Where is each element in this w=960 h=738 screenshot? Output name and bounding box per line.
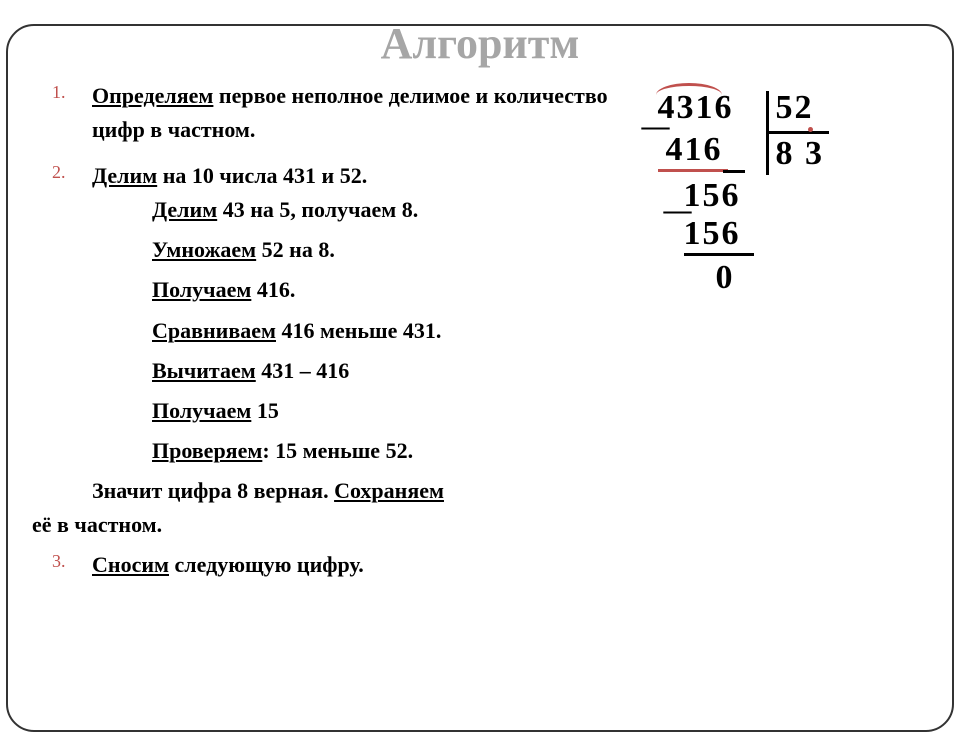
step-1: Определяем первое неполное делимое и кол… (74, 79, 628, 147)
step-2: Делим на 10 числа 431 и 52. Делим 43 на … (74, 159, 628, 542)
step1-verb: Определяем (92, 83, 213, 108)
sub2-underline (684, 253, 754, 256)
subtract-2: 156 (684, 215, 741, 253)
divisor-underline (769, 131, 829, 134)
divisor: 52 (776, 89, 814, 127)
sub-line-7: Проверяем: 15 меньше 52. (152, 434, 628, 468)
sub1-underline-red (658, 169, 728, 172)
quotient-dot (808, 127, 813, 132)
step2-verb: Делим (92, 163, 157, 188)
remainder-1: 156 (684, 177, 741, 215)
sub-line-1: Делим 43 на 5, получаем 8. (152, 193, 628, 227)
quotient-digit-1: 8 (776, 135, 795, 172)
sub-line-4: Сравниваем 416 меньше 431. (152, 314, 628, 348)
sub1-underline-black (723, 170, 745, 173)
step2-rest: на 10 числа 431 и 52. (157, 163, 367, 188)
subtract-1: 416 (666, 131, 723, 169)
step3-rest: следующую цифру. (169, 552, 364, 577)
sub-line-8: Значит цифра 8 верная. Сохраняем её в ча… (92, 474, 628, 542)
sub-line-5: Вычитаем 431 – 416 (152, 354, 628, 388)
step3-verb: Сносим (92, 552, 169, 577)
quotient-digit-2: 3 (805, 135, 824, 172)
quotient: 8 3 (776, 135, 825, 173)
sub-line-3: Получаем 416. (152, 273, 628, 307)
sub-line-6: Получаем 15 (152, 394, 628, 428)
remainder-2: 0 (716, 259, 735, 297)
sub-line-2: Умножаем 52 на 8. (152, 233, 628, 267)
step-3: Сносим следующую цифру. (74, 548, 628, 582)
